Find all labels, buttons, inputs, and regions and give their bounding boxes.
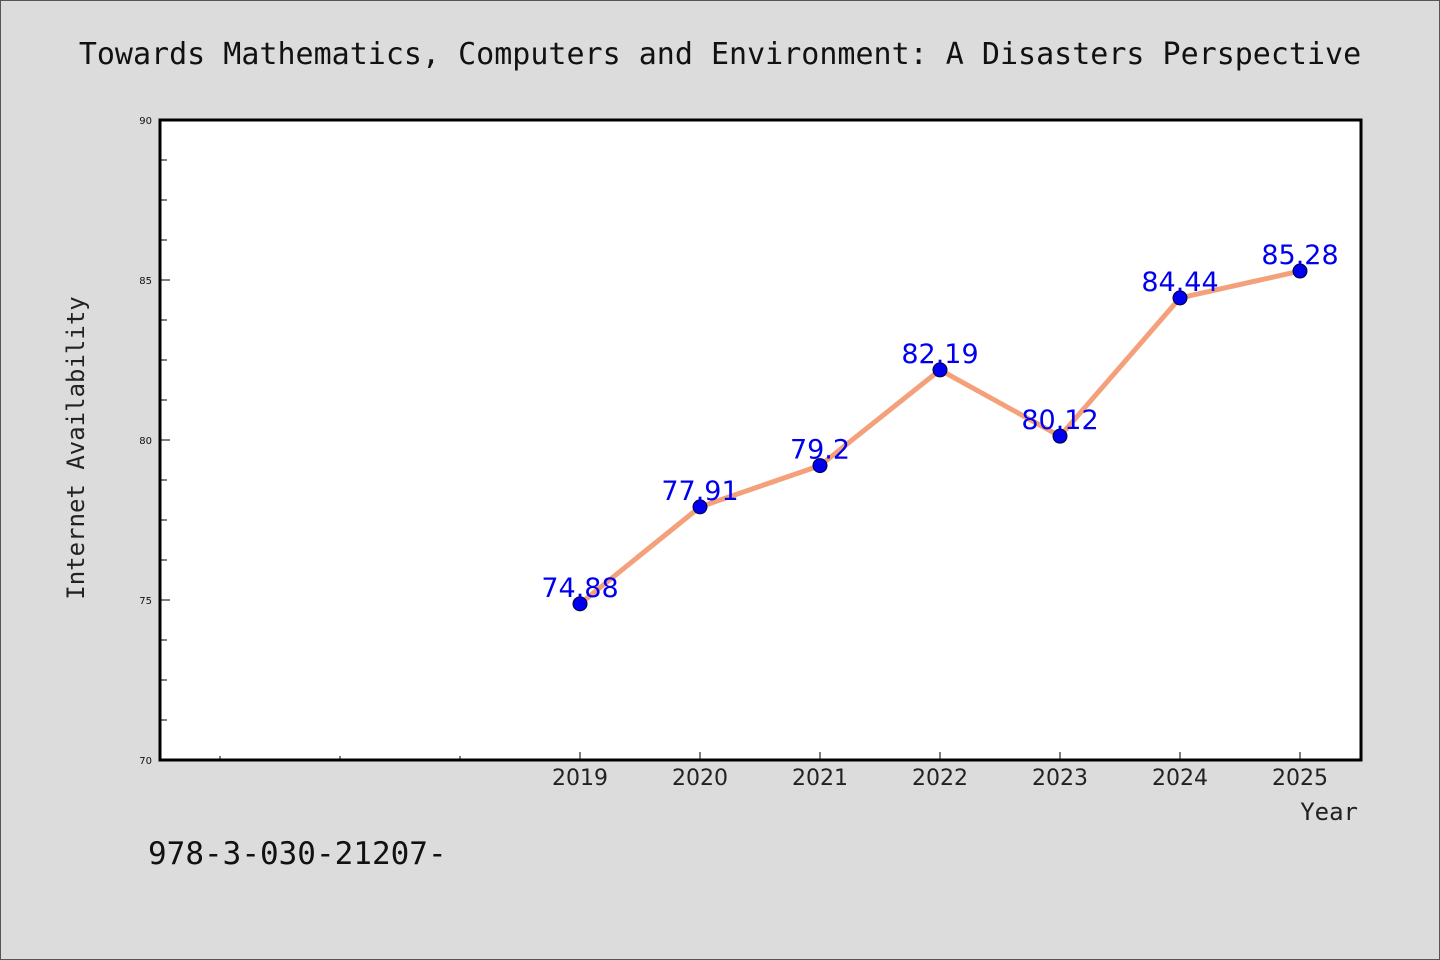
y-tick-label: 80 xyxy=(139,436,152,447)
y-tick-label: 90 xyxy=(139,116,152,127)
data-label: 74.88 xyxy=(541,573,618,604)
plot-area xyxy=(158,118,1363,762)
data-point xyxy=(932,362,948,378)
data-point xyxy=(812,458,828,474)
x-tick-label: 2025 xyxy=(1272,766,1328,791)
data-label: 79.2 xyxy=(790,435,850,466)
y-tick-label: 70 xyxy=(139,756,152,767)
x-tick-label: 2021 xyxy=(792,766,848,791)
x-tick-label: 2023 xyxy=(1032,766,1088,791)
data-point xyxy=(1052,428,1068,444)
x-tick-label: 2020 xyxy=(672,766,728,791)
data-label: 82.19 xyxy=(901,339,978,370)
x-tick-label: 2024 xyxy=(1152,766,1208,791)
footer-isbn: 978-3-030-21207- xyxy=(148,836,447,872)
x-axis-title: Year xyxy=(1300,798,1358,826)
data-point xyxy=(1292,263,1308,279)
data-point xyxy=(1172,290,1188,306)
x-tick-label: 2019 xyxy=(552,766,608,791)
data-label: 77.91 xyxy=(661,476,738,507)
y-axis-title: Internet Availability xyxy=(62,296,90,599)
series-markers xyxy=(572,263,1308,612)
data-label: 80.12 xyxy=(1021,405,1098,436)
data-label: 85.28 xyxy=(1261,240,1338,271)
data-point xyxy=(572,596,588,612)
y-tick-label: 85 xyxy=(139,276,152,287)
y-tick-label: 75 xyxy=(139,596,152,607)
x-axis: 2019 2020 2021 2022 2023 2024 2025 xyxy=(219,752,1328,791)
x-tick-label: 2022 xyxy=(912,766,968,791)
data-point xyxy=(692,499,708,515)
data-label: 84.44 xyxy=(1141,267,1218,298)
y-axis: 70 75 80 85 90 xyxy=(139,116,170,767)
chart-title: Towards Mathematics, Computers and Envir… xyxy=(79,37,1361,72)
data-labels: 74.88 77.91 79.2 82.19 80.12 84.44 85.28 xyxy=(541,240,1338,604)
